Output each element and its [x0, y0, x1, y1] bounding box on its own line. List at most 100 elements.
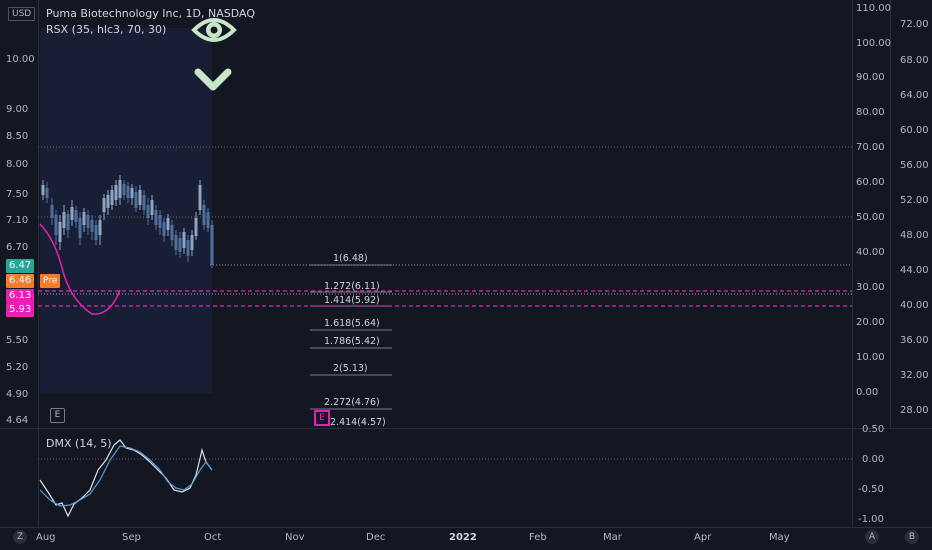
candle-body: [102, 198, 106, 212]
fib-label: 2.414(4.57): [330, 417, 386, 428]
candle-body: [174, 235, 178, 250]
time-tick: Aug: [36, 532, 56, 543]
candle-body: [170, 225, 174, 240]
fib-label: 2.272(4.76): [324, 397, 380, 408]
candle-body: [126, 186, 130, 198]
earnings-marker-icon[interactable]: E: [50, 408, 65, 423]
price-tick: 4.90: [6, 389, 29, 400]
dmx-indicator-legend[interactable]: DMX (14, 5): [46, 437, 112, 450]
candle-body: [186, 240, 190, 256]
rsx-tick: 0.00: [856, 387, 879, 398]
candle-body: [90, 220, 94, 232]
eye-icon[interactable]: [191, 14, 237, 46]
candle-body: [134, 192, 138, 208]
fib-label: 1.786(5.42): [324, 336, 380, 347]
candle-body: [86, 215, 90, 228]
currency-label[interactable]: USD: [8, 7, 36, 21]
price-tick: 7.10: [6, 215, 29, 226]
premarket-price-tag: 6.46: [6, 274, 35, 288]
candle-body: [106, 195, 110, 208]
candle-body: [70, 207, 74, 220]
price-tick: 40.00: [900, 300, 929, 311]
candle-body: [58, 222, 62, 242]
price-tick: 60.00: [900, 125, 929, 136]
rsx-tick: 90.00: [856, 72, 885, 83]
price-tick: 56.00: [900, 160, 929, 171]
price-tick: 10.00: [6, 54, 35, 65]
rsx-indicator-legend[interactable]: RSX (35, hlc3, 70, 30): [46, 23, 167, 36]
time-tick: Feb: [529, 532, 547, 543]
candle-body: [150, 200, 154, 215]
chevron-down-icon[interactable]: [194, 68, 232, 94]
price-tick: 7.50: [6, 189, 29, 200]
candle-body: [62, 212, 66, 228]
candle-body: [82, 212, 86, 225]
timezone-button[interactable]: Z: [13, 530, 27, 544]
dmx-line-blue: [39, 445, 213, 507]
time-tick: Apr: [694, 532, 712, 543]
candle-body: [66, 214, 70, 230]
candle-body: [158, 215, 162, 228]
candle-body: [122, 184, 126, 195]
candle-body: [202, 205, 206, 225]
candle-body: [182, 232, 186, 248]
time-tick: Oct: [204, 532, 222, 543]
candle-body: [178, 238, 182, 252]
time-tick: Nov: [285, 532, 305, 543]
time-axis-divider: [0, 527, 932, 528]
candle-body: [50, 205, 54, 218]
candle-body: [78, 218, 82, 238]
price-tick: 5.50: [6, 335, 29, 346]
rsx-zone-shade: [40, 28, 212, 393]
candle-body: [98, 220, 102, 235]
price-tick: 48.00: [900, 230, 929, 241]
price-tick: 64.00: [900, 90, 929, 101]
symbol-title[interactable]: Puma Biotechnology Inc, 1D, NASDAQ: [46, 7, 255, 20]
time-tick: Sep: [122, 532, 141, 543]
rsx-tick: 10.00: [856, 352, 885, 363]
candle-body: [114, 185, 118, 200]
price-tick: 44.00: [900, 265, 929, 276]
time-tick: May: [769, 532, 790, 543]
price-tick: 32.00: [900, 370, 929, 381]
candle-body: [166, 218, 170, 230]
rsx-axis-border: [852, 0, 853, 527]
candle-body: [210, 225, 214, 265]
price-tick: 4.64: [6, 415, 29, 426]
premarket-label: Pre: [40, 274, 61, 288]
price-tick: 28.00: [900, 405, 929, 416]
candle-body: [130, 188, 134, 198]
time-tick: Mar: [603, 532, 622, 543]
candle-body: [94, 225, 98, 240]
rsx-tick: 30.00: [856, 282, 885, 293]
main-pane-divider[interactable]: [0, 428, 932, 429]
candle-body: [74, 210, 78, 222]
rsx-tick: 20.00: [856, 317, 885, 328]
price-tick: 8.00: [6, 159, 29, 170]
price-tick: 68.00: [900, 55, 929, 66]
candle-body: [162, 222, 166, 236]
candle-body: [146, 205, 150, 218]
candle-body: [54, 215, 58, 235]
candle-body: [45, 188, 49, 198]
rsx-tick: 60.00: [856, 177, 885, 188]
right-axis-border: [890, 0, 891, 428]
price-tick: 6.70: [6, 242, 29, 253]
settings-button[interactable]: B: [905, 530, 919, 544]
dmx-tick: -0.50: [858, 484, 884, 495]
rsx-tick: 100.00: [856, 38, 891, 49]
last-price-tag: 6.47: [6, 259, 35, 273]
auto-scale-button[interactable]: A: [865, 530, 879, 544]
dmx-tick: 0.00: [862, 454, 885, 465]
fib-level-tag: 6.13: [6, 289, 35, 303]
time-tick: Dec: [366, 532, 386, 543]
dmx-tick: -1.00: [858, 514, 884, 525]
time-tick: 2022: [449, 532, 477, 543]
earnings-marker-upcoming-icon[interactable]: E: [314, 410, 330, 426]
candle-body: [198, 185, 202, 210]
rsx-tick: 40.00: [856, 247, 885, 258]
left-axis-border: [38, 0, 39, 527]
rsx-tick: 80.00: [856, 107, 885, 118]
fib-label: 1.414(5.92): [324, 295, 380, 306]
